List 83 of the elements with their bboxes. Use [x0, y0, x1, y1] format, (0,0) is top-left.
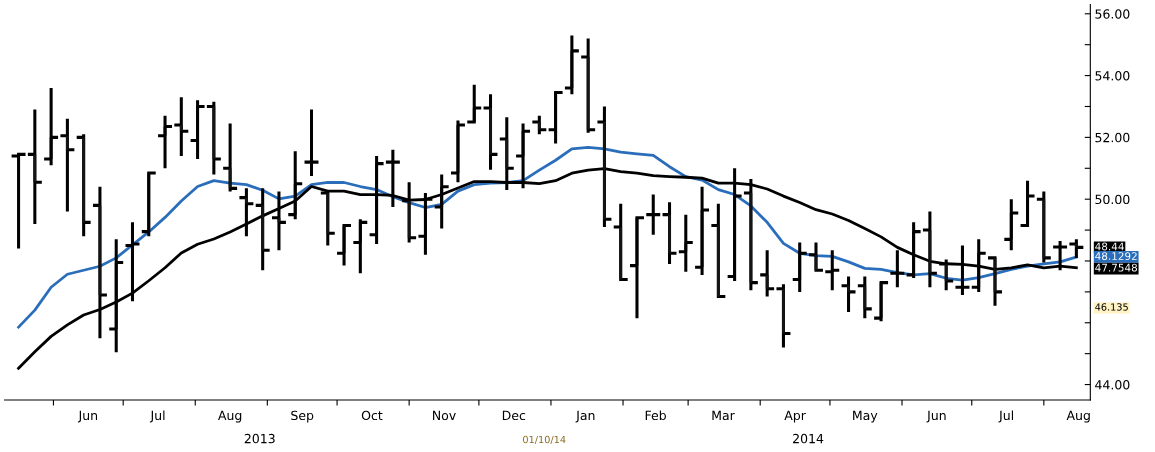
candlestick [774, 282, 792, 350]
candlestick [156, 114, 174, 170]
candlestick [91, 185, 109, 340]
y-tick-label: 50.00 [1095, 194, 1130, 205]
y-tick-label: 44.00 [1095, 380, 1130, 390]
candlestick [286, 149, 304, 221]
x-tick-label: Jan [575, 410, 595, 423]
candlestick [709, 202, 727, 300]
candlestick [400, 180, 418, 244]
candlestick [465, 83, 483, 124]
text: 2014 [793, 433, 824, 444]
candlestick [840, 274, 858, 314]
candlestick [1035, 189, 1053, 265]
text: 01/10/14 [523, 435, 566, 444]
candlestick [595, 104, 613, 229]
candlestick [612, 202, 630, 283]
x-tick-label: Apr [784, 410, 806, 423]
candlestick [644, 193, 662, 237]
candlestick [856, 274, 874, 320]
candlestick [140, 171, 158, 238]
candlestick [579, 36, 597, 135]
candlestick [563, 33, 581, 96]
x-tick-label: Nov [433, 410, 456, 421]
x-tick-label: May [853, 410, 878, 423]
candlestick [482, 92, 500, 172]
candlestick [791, 240, 809, 294]
candlestick [58, 117, 76, 214]
y-tick-label: 52.00 [1095, 132, 1130, 143]
candlestick [905, 220, 923, 280]
x-tick-label: Mar [712, 410, 735, 421]
candlestick [1002, 197, 1020, 252]
candlestick [368, 154, 386, 246]
candlestick [547, 91, 565, 146]
candlestick [758, 248, 776, 299]
candlestick [107, 237, 125, 354]
candlestick [237, 186, 255, 238]
x-tick-label: Aug [218, 410, 242, 423]
text: 46.135 [1095, 303, 1128, 311]
candlestick [270, 189, 288, 252]
y-tick-label: 56.00 [1095, 9, 1130, 19]
x-tick-label: Jun [77, 410, 98, 423]
candlestick [677, 213, 695, 274]
x-tick-label: Jul [149, 410, 165, 423]
candlestick [75, 132, 93, 238]
candlestick [351, 217, 369, 275]
x-tick-label: Aug [1066, 410, 1090, 423]
candlestick [189, 98, 207, 161]
candlestick [10, 151, 28, 251]
candlestick [1051, 239, 1069, 272]
candlestick [433, 172, 451, 231]
candlestick [172, 95, 190, 158]
candlestick [970, 237, 988, 294]
annotation: 47.7548 [1095, 263, 1138, 272]
candlestick [742, 177, 760, 292]
candlestick [42, 86, 60, 167]
candlestick [416, 191, 434, 257]
x-tick-label: Dec [502, 410, 526, 421]
candlestick [823, 248, 841, 292]
text: 2013 [244, 433, 275, 444]
candlestick [302, 108, 320, 178]
annotation: 48.44 [1095, 242, 1124, 251]
candlestick [205, 100, 223, 176]
candlestick [221, 121, 239, 193]
candlestick [661, 200, 679, 266]
candlestick [254, 186, 272, 272]
candlestick [123, 220, 141, 303]
x-tick-label: Oct [361, 410, 383, 421]
candlestick [1019, 179, 1037, 229]
candlestick [319, 191, 337, 248]
candlestick [449, 118, 467, 184]
x-tick-label: Jul [998, 410, 1013, 423]
annotation: 48.1292 [1095, 252, 1137, 261]
candlestick [953, 244, 971, 297]
candlestick [937, 257, 955, 292]
x-tick-label: Jun [926, 410, 946, 423]
candlestick [530, 114, 548, 136]
x-tick-label: Feb [645, 410, 666, 421]
candlestick [26, 108, 44, 226]
x-tick-label: Sep [291, 410, 314, 423]
candlestick [921, 210, 939, 289]
candlestick [888, 248, 906, 289]
candlestick [693, 185, 711, 277]
y-tick-label: 54.00 [1095, 71, 1130, 81]
